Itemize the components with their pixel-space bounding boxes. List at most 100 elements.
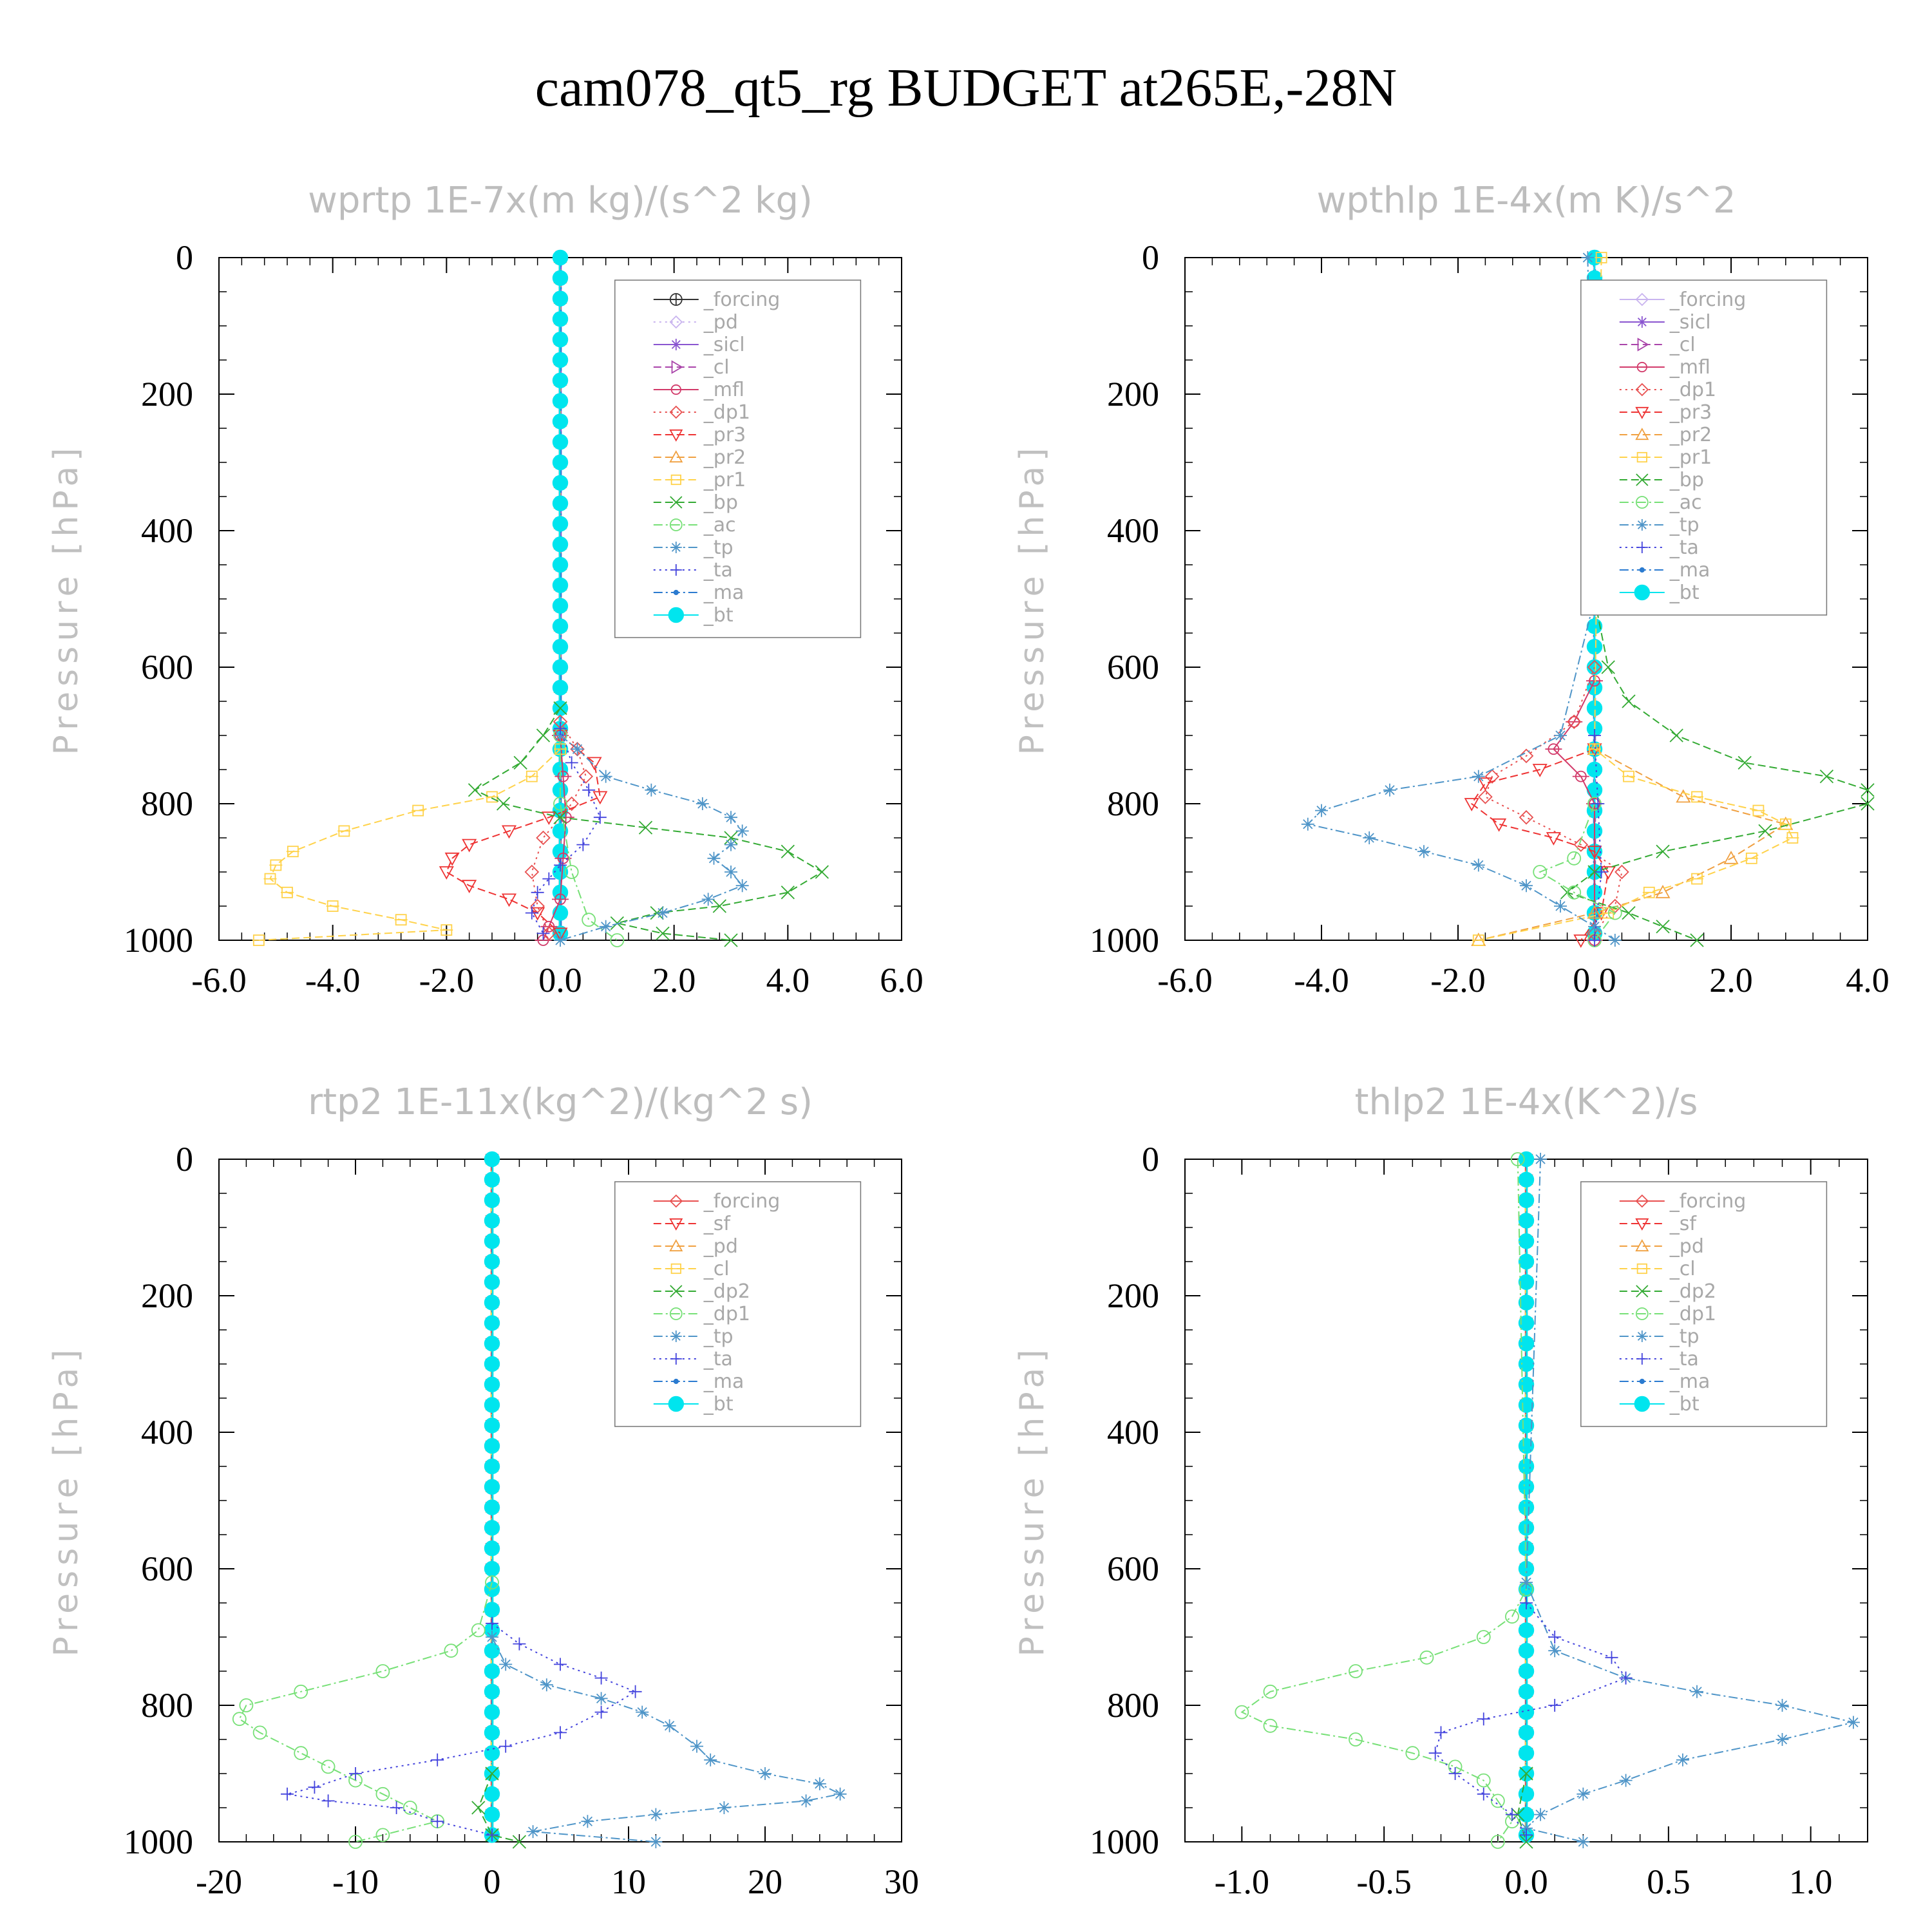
marker-ac — [564, 865, 579, 879]
series-line-pr3 — [1470, 748, 1609, 941]
marker-bt — [1586, 639, 1603, 655]
marker-bt — [1518, 1704, 1535, 1720]
legend-box — [1580, 279, 1828, 616]
y-axis-label: Pressure [hPa] — [47, 443, 86, 755]
marker-ta — [349, 1767, 362, 1780]
marker-bp — [1587, 865, 1602, 879]
marker-bt — [484, 1233, 500, 1249]
marker-bt — [484, 1683, 500, 1700]
marker-bt — [1518, 1315, 1535, 1331]
legend-marker — [669, 1307, 683, 1320]
x-tick-label: -10 — [332, 1862, 379, 1901]
marker-pr3 — [1532, 764, 1548, 777]
marker-bt — [1518, 1294, 1535, 1311]
series-line-dp1 — [1240, 1159, 1528, 1842]
marker-bt — [552, 556, 569, 573]
x-tick-label: 0.5 — [1647, 1862, 1690, 1901]
marker-pr3 — [1477, 777, 1493, 791]
series-line-ta — [287, 1622, 637, 1836]
marker-bp — [1690, 933, 1704, 947]
marker-dp1 — [1405, 1746, 1420, 1761]
marker-ta — [390, 1801, 403, 1814]
legend-marker — [1636, 473, 1649, 486]
marker-ta — [531, 886, 544, 899]
marker-pr1 — [1786, 832, 1799, 844]
marker-bt — [1518, 1499, 1535, 1515]
marker-ac — [1567, 851, 1582, 866]
marker-dp2 — [1519, 1835, 1533, 1849]
marker-bt — [484, 1274, 500, 1290]
y-tick-label: 400 — [141, 1413, 193, 1452]
x-tick-label: 30 — [884, 1862, 919, 1901]
legend-label: _forcing — [703, 289, 780, 311]
marker-dp1 — [1573, 837, 1589, 852]
series-line-dp1 — [238, 1582, 493, 1842]
marker-bt — [484, 1294, 500, 1311]
legend-label: _tp — [703, 1325, 734, 1348]
marker-bt — [552, 495, 569, 511]
marker-dp1 — [294, 1684, 308, 1699]
marker-bt — [552, 516, 569, 532]
marker-bt — [1586, 782, 1603, 798]
marker-pr1 — [286, 846, 299, 858]
marker-ta — [594, 1705, 608, 1719]
marker-ta — [486, 1828, 498, 1842]
marker-ta — [542, 872, 556, 886]
chart-title: thlp2 1E-4x(K^2)/s — [1355, 1081, 1698, 1123]
marker-ac — [1567, 885, 1582, 900]
marker-tp — [540, 1678, 553, 1692]
marker-tp — [594, 1692, 608, 1705]
legend-label: _ma — [1669, 559, 1710, 582]
marker-dp1 — [375, 1786, 390, 1801]
legend-label: _bt — [1669, 582, 1700, 604]
marker-dp1 — [1519, 748, 1534, 764]
marker-bt — [1518, 1192, 1535, 1208]
marker-dp1 — [321, 1759, 336, 1774]
marker-bt — [552, 352, 569, 368]
marker-dp2 — [485, 1766, 499, 1781]
legend-label: _ta — [1669, 1348, 1699, 1370]
marker-tp — [1472, 858, 1485, 872]
y-tick-label: 1000 — [124, 1823, 193, 1861]
marker-pr1 — [412, 804, 425, 817]
marker-dp1 — [485, 1575, 499, 1590]
legend-label: _cl — [1669, 334, 1696, 356]
marker-pr1 — [1690, 873, 1703, 885]
marker-ta — [1434, 1726, 1448, 1739]
marker-tp — [833, 1787, 847, 1801]
legend-marker — [670, 1353, 682, 1365]
legend-marker — [1634, 1396, 1651, 1412]
legend-marker — [1636, 316, 1648, 328]
x-tick-label: 10 — [611, 1862, 646, 1901]
marker-ta — [1520, 1596, 1533, 1609]
x-tick-label: 1.0 — [1789, 1862, 1833, 1901]
marker-pr1 — [440, 924, 453, 936]
marker-pr1 — [252, 934, 265, 946]
marker-bt — [1518, 1253, 1535, 1270]
marker-pr3 — [553, 927, 568, 942]
x-tick-label: -4.0 — [305, 961, 360, 999]
x-tick-label: -6.0 — [1157, 961, 1212, 999]
marker-bt — [1518, 1745, 1535, 1761]
marker-bt — [484, 1704, 500, 1720]
marker-ta — [431, 1753, 444, 1766]
marker-ta — [594, 1671, 608, 1685]
legend-label: _dp2 — [703, 1280, 750, 1303]
marker-bt — [1518, 1336, 1535, 1352]
y-tick-label: 0 — [176, 238, 193, 277]
marker-bp — [1758, 824, 1772, 838]
series-line-pr2 — [1478, 748, 1788, 941]
legend-marker — [671, 360, 683, 374]
legend-label: _ta — [703, 1348, 733, 1370]
marker-ta — [1520, 1828, 1533, 1842]
marker-ac — [553, 797, 567, 811]
marker-ta — [554, 1658, 567, 1671]
legend-marker — [1637, 337, 1649, 352]
marker-ta — [593, 811, 607, 824]
marker-pr1 — [1595, 252, 1608, 263]
legend-marker — [668, 384, 684, 395]
x-tick-label: -0.5 — [1356, 1862, 1411, 1901]
marker-bt — [552, 332, 569, 348]
marker-ta — [1548, 1699, 1562, 1712]
marker-ta — [1477, 1787, 1490, 1801]
